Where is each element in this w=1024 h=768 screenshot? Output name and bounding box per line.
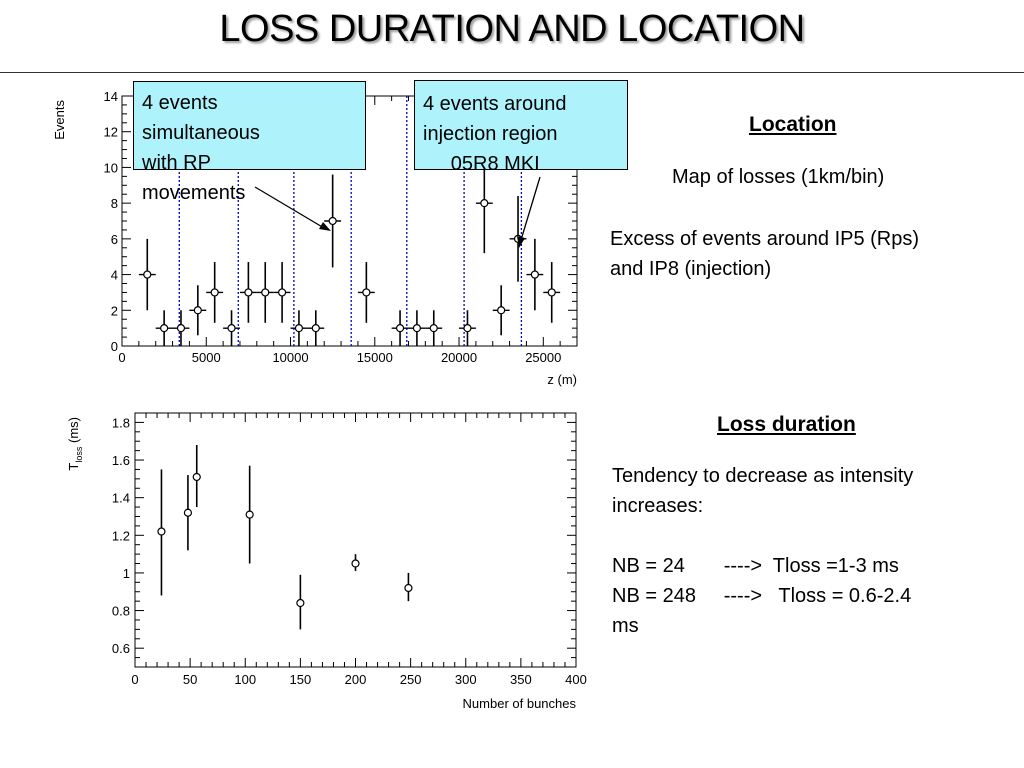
loss-duration-text: Tendency to decrease as intensity increa… — [612, 461, 913, 641]
text-line: and IP8 (injection) — [610, 258, 772, 280]
data-point — [277, 288, 287, 297]
x-tick-label: 150 — [290, 672, 312, 687]
callout-arrow-rp — [254, 186, 325, 229]
excess-events-text: Excess of events around IP5 (Rps) and IP… — [610, 224, 919, 284]
callout-arrows — [254, 176, 541, 248]
y-tick-label: 0.6 — [112, 641, 130, 656]
x-tick-label: 50 — [183, 672, 197, 687]
text-line: NB = 24 ----> Tloss =1-3 ms — [612, 555, 899, 577]
y-tick-label: 1.6 — [112, 453, 130, 468]
text-line — [612, 521, 913, 551]
y-label-sub: loss — [74, 446, 84, 463]
y-tick-label: 0.8 — [112, 604, 130, 619]
data-point — [227, 324, 236, 333]
data-point — [395, 324, 405, 333]
y-tick-label: 1.4 — [112, 491, 130, 506]
callout-line: 05R8 MKI — [423, 153, 540, 175]
data-point — [210, 288, 219, 297]
map-of-losses-text: Map of losses (1km/bin) — [672, 166, 885, 188]
data-point — [328, 216, 337, 226]
data-point — [143, 270, 152, 279]
callout-arrow-mki-head — [517, 236, 525, 248]
data-point — [311, 324, 320, 333]
loss-duration-heading: Loss duration — [717, 413, 856, 436]
data-point — [157, 527, 166, 536]
callout-injection-region: 4 events around injection region 05R8 MK… — [414, 80, 628, 175]
callout-rp-movements: 4 events simultaneous with RP movements — [133, 81, 366, 204]
x-tick-label: 10000 — [272, 350, 308, 365]
text-line: Excess of events around IP5 (Rps) — [610, 228, 920, 250]
y-tick-label: 0 — [111, 339, 118, 354]
callout-line: simultaneous — [142, 122, 260, 144]
slide-title: LOSS DURATION AND LOCATION — [219, 8, 805, 50]
y-axis-label: Tloss (ms) — [66, 417, 84, 471]
text-line: ms — [612, 615, 639, 637]
x-tick-label: 400 — [565, 672, 587, 687]
text-line: NB = 248 ----> Tloss = 0.6-2.4 — [612, 585, 912, 607]
data-point — [261, 288, 270, 297]
data-point — [530, 270, 539, 279]
text-line: increases: — [612, 495, 704, 517]
x-tick-label: 0 — [118, 350, 125, 365]
x-axis-label: z (m) — [547, 372, 577, 387]
y-tick-label: 6 — [111, 232, 118, 247]
data-point — [547, 288, 556, 297]
data-point — [412, 324, 422, 333]
x-tick-label: 0 — [131, 672, 138, 687]
x-tick-label: 5000 — [192, 350, 221, 365]
tloss-vs-bunches-chart: 0 50 100 150 200 250 300 350 400 0.6 0.8 1 1.2 1.4 1.6… — [66, 412, 587, 711]
y-label-main: T — [66, 463, 81, 471]
x-tick-label: 15000 — [357, 350, 393, 365]
y-tick-label: 4 — [111, 268, 118, 283]
callout-line: with RP — [142, 152, 211, 174]
data-point — [183, 508, 193, 517]
x-tick-label: 100 — [234, 672, 256, 687]
x-tick-label: 350 — [510, 672, 532, 687]
x-tick-label: 25000 — [525, 350, 561, 365]
x-axis-label: Number of bunches — [463, 696, 577, 711]
y-tick-label: 1.8 — [112, 415, 130, 430]
plot-frame — [134, 412, 577, 668]
x-tick-label: 300 — [455, 672, 477, 687]
x-tick-label: 250 — [400, 672, 422, 687]
data-point — [463, 324, 472, 333]
data-point — [351, 559, 360, 568]
data-point — [176, 324, 186, 333]
data-point — [160, 324, 169, 333]
data-point — [480, 199, 489, 208]
callout-arrow-mki — [520, 176, 541, 241]
data-point — [362, 288, 371, 297]
data-point — [296, 598, 305, 608]
callout-line: injection region — [423, 123, 558, 145]
data-point — [429, 324, 438, 333]
y-label-unit: (ms) — [66, 417, 81, 447]
data-point — [404, 583, 413, 593]
y-axis-label: Events — [52, 100, 67, 140]
data-point — [244, 288, 253, 297]
title-divider — [0, 72, 1024, 73]
x-tick-label: 200 — [345, 672, 367, 687]
data-point — [245, 510, 254, 519]
data-point — [294, 324, 304, 333]
y-tick-label: 14 — [104, 89, 118, 104]
x-tick-label: 20000 — [441, 350, 477, 365]
data-point — [497, 306, 506, 315]
callout-line: 4 events — [142, 92, 218, 114]
y-tick-label: 2 — [111, 303, 118, 318]
y-tick-label: 1 — [123, 566, 130, 581]
data-point — [192, 472, 201, 482]
y-tick-label: 1.2 — [112, 528, 130, 543]
callout-line: 4 events around — [423, 93, 567, 115]
location-heading: Location — [749, 113, 837, 136]
callout-arrow-rp-head — [319, 222, 331, 231]
data-point — [193, 306, 202, 315]
callout-line: movements — [142, 182, 246, 204]
text-line: Tendency to decrease as intensity — [612, 465, 914, 487]
y-tick-label: 8 — [111, 196, 118, 211]
y-tick-label: 12 — [104, 125, 118, 140]
y-tick-label: 10 — [104, 160, 118, 175]
